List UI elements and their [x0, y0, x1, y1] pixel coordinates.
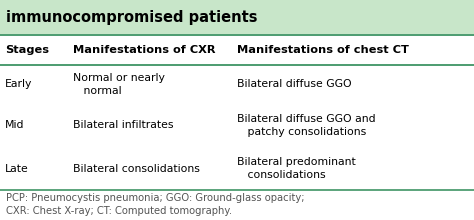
Text: PCP: Pneumocystis pneumonia; GGO: Ground-glass opacity;
CXR: Chest X-ray; CT: Co: PCP: Pneumocystis pneumonia; GGO: Ground… [6, 193, 304, 216]
Text: Manifestations of CXR: Manifestations of CXR [73, 45, 216, 55]
Text: Bilateral infiltrates: Bilateral infiltrates [73, 120, 174, 130]
Text: Manifestations of chest CT: Manifestations of chest CT [237, 45, 409, 55]
Text: Bilateral diffuse GGO: Bilateral diffuse GGO [237, 79, 352, 89]
Text: Stages: Stages [5, 45, 49, 55]
Text: Normal or nearly
   normal: Normal or nearly normal [73, 73, 165, 96]
Text: Mid: Mid [5, 120, 24, 130]
Text: immunocompromised patients: immunocompromised patients [6, 9, 257, 25]
Text: Bilateral diffuse GGO and
   patchy consolidations: Bilateral diffuse GGO and patchy consoli… [237, 114, 375, 137]
FancyBboxPatch shape [0, 0, 474, 34]
Text: Late: Late [5, 164, 28, 174]
Text: Bilateral consolidations: Bilateral consolidations [73, 164, 201, 174]
Text: Bilateral predominant
   consolidations: Bilateral predominant consolidations [237, 158, 356, 180]
Text: Early: Early [5, 79, 32, 89]
